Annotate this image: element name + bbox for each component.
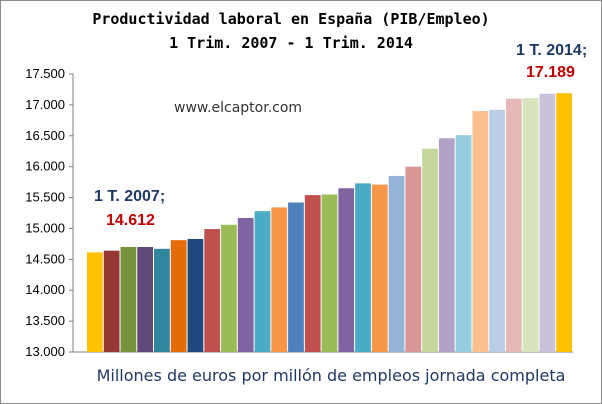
- chart-subtitle: 1 Trim. 2007 - 1 Trim. 2014: [169, 34, 413, 52]
- bar: [254, 211, 271, 352]
- bar: [371, 184, 388, 352]
- start-annotation-value: 14.612: [106, 212, 155, 229]
- y-axis: 13.000 13.500 14.000 14.500 15.000 15.500 16.0…: [25, 66, 573, 359]
- y-tick-label: 15.500: [25, 190, 65, 205]
- bar: [170, 240, 187, 352]
- chart-title: Productividad laboral en España (PIB/Emp…: [92, 10, 490, 28]
- watermark-text: www.elcaptor.com: [174, 100, 303, 116]
- bar: [137, 246, 154, 352]
- bar: [438, 138, 455, 352]
- y-tick: 13.000: [25, 344, 73, 359]
- bar: [388, 175, 405, 352]
- bar: [288, 202, 304, 352]
- start-annotation-label: 1 T. 2007;: [94, 188, 166, 205]
- bar: [120, 246, 137, 352]
- bar: [489, 109, 505, 352]
- bar: [304, 195, 321, 352]
- bar: [472, 111, 489, 352]
- bar: [455, 135, 472, 352]
- y-tick: 16.500: [25, 128, 73, 143]
- bar: [355, 183, 371, 352]
- bar: [539, 93, 556, 353]
- bar: [204, 229, 221, 352]
- y-tick: 15.500: [25, 190, 73, 205]
- end-annotation-value: 17.189: [526, 64, 575, 81]
- y-tick: 17.000: [25, 97, 73, 112]
- y-tick-label: 16.000: [25, 159, 65, 174]
- y-tick: 14.000: [25, 282, 73, 297]
- bar: [422, 148, 438, 352]
- bar: [237, 217, 254, 352]
- bar: [187, 238, 204, 352]
- y-tick-label: 13.500: [25, 313, 65, 328]
- bar: [522, 98, 539, 352]
- end-annotation-label: 1 T. 2014;: [516, 42, 588, 59]
- y-tick-label: 17.500: [25, 66, 65, 81]
- y-tick: 15.000: [25, 220, 73, 235]
- bar: [221, 224, 237, 352]
- y-tick-label: 17.000: [25, 97, 65, 112]
- x-axis-label: Millones de euros por millón de empleos …: [96, 366, 566, 385]
- y-tick-label: 15.000: [25, 220, 65, 235]
- bar: [338, 188, 355, 352]
- y-tick-label: 14.000: [25, 282, 65, 297]
- y-tick-label: 13.000: [25, 344, 65, 359]
- y-tick: 13.500: [25, 313, 73, 328]
- y-tick-label: 14.500: [25, 251, 65, 266]
- bar: [405, 166, 422, 352]
- bar: [103, 250, 120, 352]
- bar: [87, 252, 103, 352]
- y-tick: 17.500: [25, 66, 73, 81]
- bar: [154, 248, 170, 352]
- bar-series: [87, 93, 572, 353]
- bar: [556, 93, 572, 353]
- y-tick: 14.500: [25, 251, 73, 266]
- y-tick: 16.000: [25, 159, 73, 174]
- bar: [271, 207, 288, 352]
- bar: [321, 194, 338, 352]
- bar: [505, 98, 522, 353]
- y-tick-label: 16.500: [25, 128, 65, 143]
